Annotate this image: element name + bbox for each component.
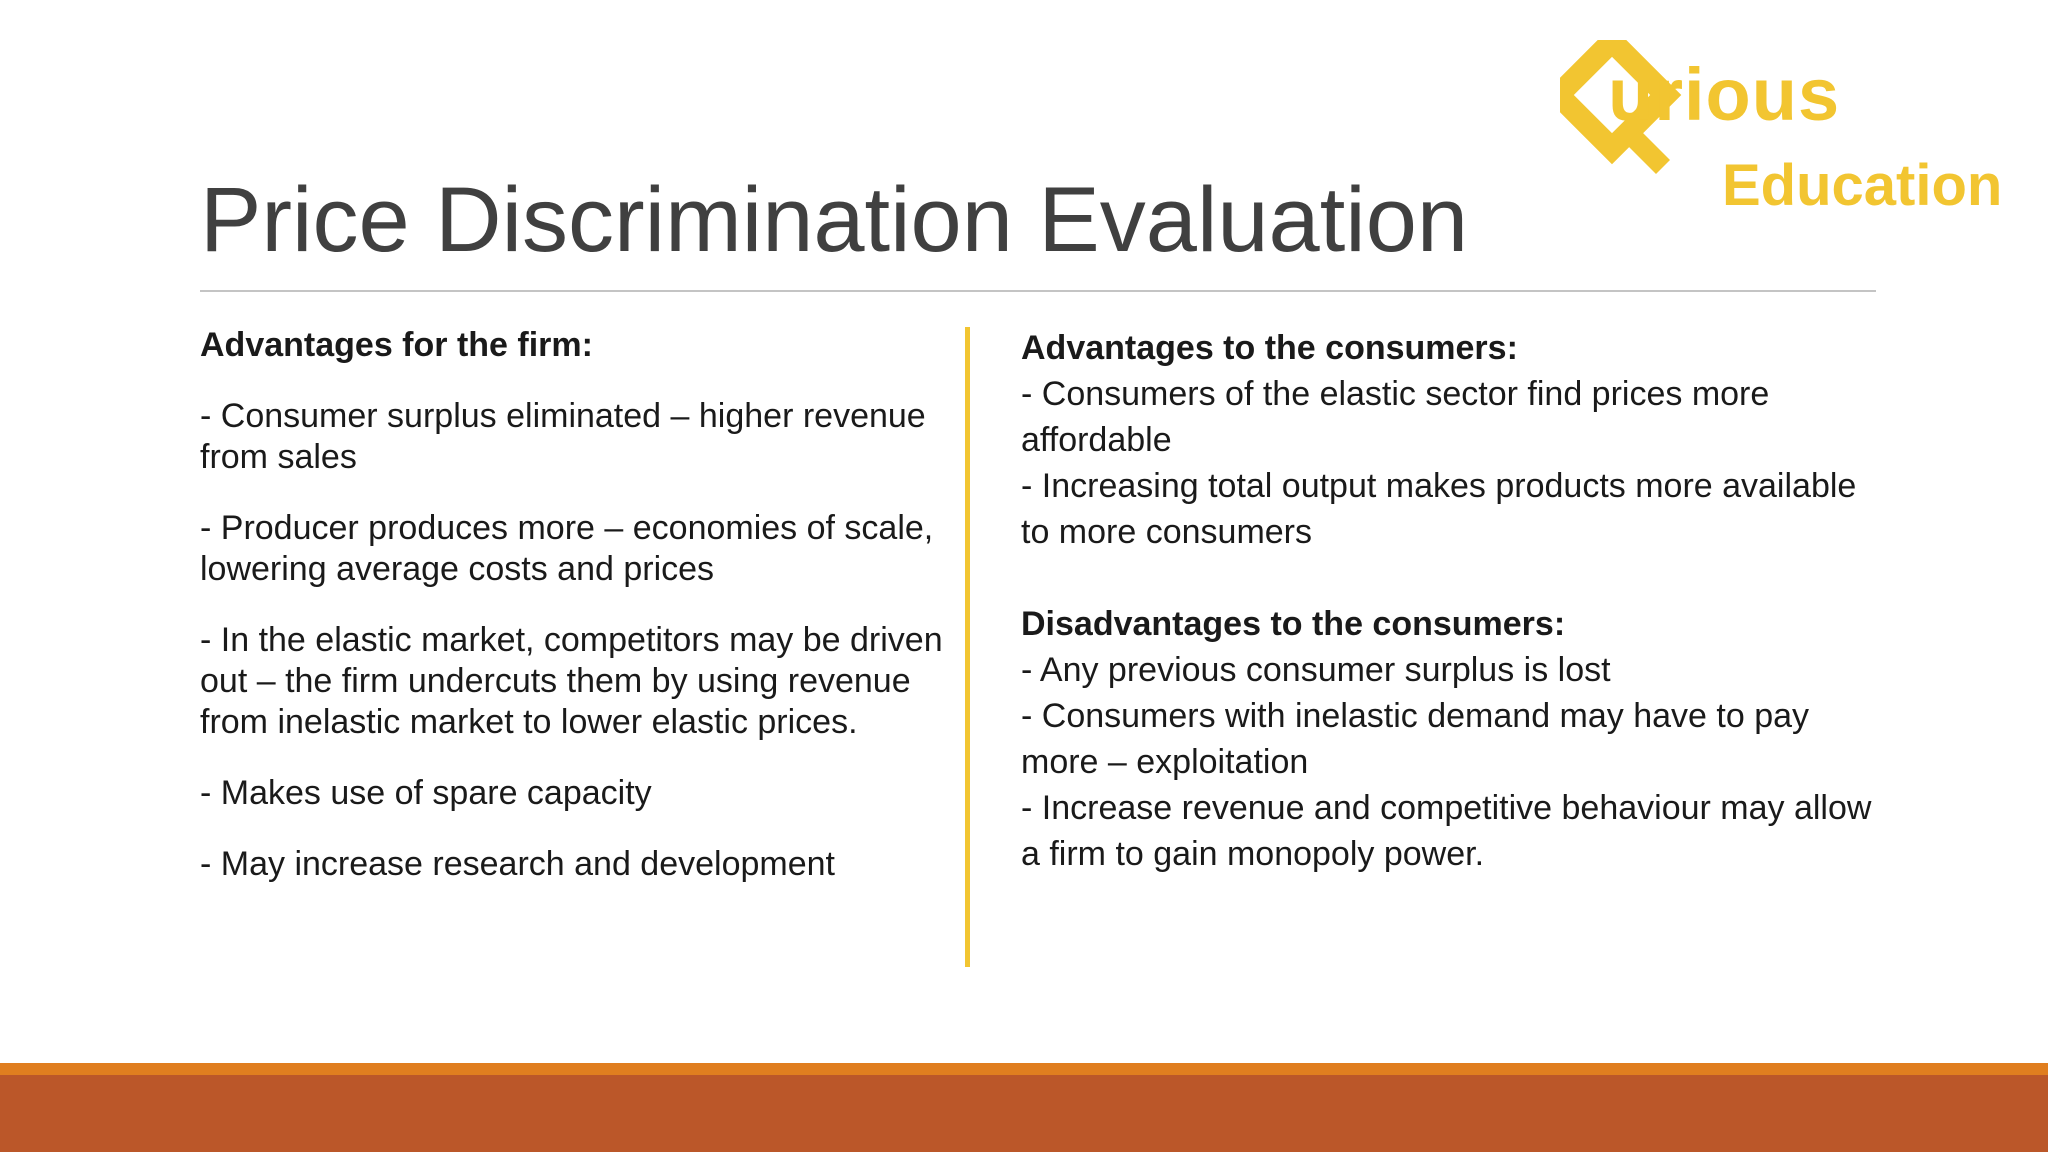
firm-advantages-heading: Advantages for the firm: [200,326,593,364]
consumer-advantage-item: - Consumers of the elastic sector find p… [1021,375,1770,459]
logo-sub-word: Education [1722,153,2003,218]
firm-advantage-item: - May increase research and development [200,845,835,883]
title-underline [200,290,1876,292]
footer-accent-stripe [0,1063,2048,1075]
slide-title: Price Discrimination Evaluation [200,169,1469,271]
qurious-logo-mark [1542,25,2020,230]
consumer-disadvantage-item: - Increase revenue and competitive behav… [1021,789,1872,873]
consumer-disadvantage-item: - Consumers with inelastic demand may ha… [1021,697,1810,781]
consumer-column: Advantages to the consumers: - Consumers… [1021,325,1891,877]
firm-advantages-column: Advantages for the firm: - Consumer surp… [200,325,970,885]
firm-advantage-item: - Consumer surplus eliminated – higher r… [200,397,926,476]
consumer-advantages-heading: Advantages to the consumers: [1021,329,1518,367]
section-spacer [1021,555,1891,601]
firm-advantage-item: - Makes use of spare capacity [200,774,652,812]
logo-brand-word: urious [1608,53,1841,136]
consumer-disadvantage-item: - Any previous consumer surplus is lost [1021,651,1611,689]
consumer-advantage-item: - Increasing total output makes products… [1021,467,1857,551]
firm-advantage-item: - Producer produces more – economies of … [200,509,934,588]
consumer-disadvantages-heading: Disadvantages to the consumers: [1021,605,1566,643]
footer-bar [0,1075,2048,1152]
firm-advantage-item: - In the elastic market, competitors may… [200,621,943,741]
column-divider [965,327,970,967]
